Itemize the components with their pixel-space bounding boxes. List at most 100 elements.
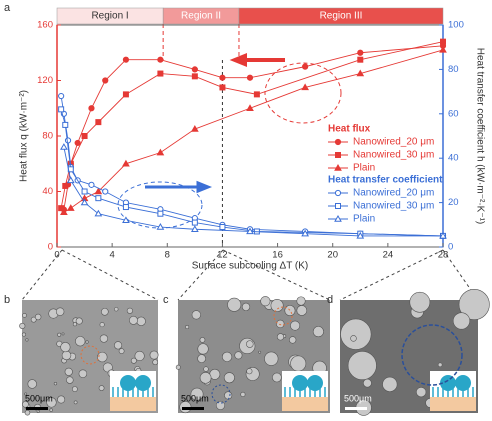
y-tick-label: 80 (42, 131, 53, 142)
x-tick-label: 24 (383, 250, 394, 261)
panel-label: c (163, 294, 169, 306)
droplet (114, 307, 118, 311)
inset-drop (120, 375, 136, 391)
droplet (198, 344, 209, 355)
marker (192, 220, 197, 225)
x-tick-label: 4 (109, 250, 114, 261)
droplet (200, 337, 205, 342)
droplet (228, 298, 241, 311)
marker (158, 71, 163, 76)
marker (59, 93, 64, 98)
droplet (383, 377, 398, 392)
y-axis-label: Heat flux q (kW·m⁻²) (19, 90, 30, 182)
x-tick-label: 12 (217, 250, 228, 261)
droplet (66, 377, 73, 384)
marker (96, 120, 101, 125)
marker (59, 107, 64, 112)
inset-drop (307, 375, 323, 391)
marker (192, 74, 197, 79)
droplet (198, 355, 206, 363)
droplet (20, 323, 26, 329)
marker (82, 189, 87, 194)
legend-marker (336, 204, 341, 209)
marker (247, 75, 252, 80)
droplet (28, 380, 37, 389)
droplet (242, 303, 250, 311)
droplet (235, 352, 242, 359)
legend-label: Plain (353, 163, 375, 174)
droplet (289, 337, 296, 344)
legend-title: Heat flux (328, 124, 371, 135)
droplet (261, 296, 270, 305)
droplet (285, 305, 295, 315)
scale-label: 500μm (181, 393, 209, 403)
droplet (79, 370, 87, 378)
droplet (75, 336, 85, 346)
marker (441, 39, 446, 44)
marker (123, 92, 128, 97)
droplet (224, 373, 234, 383)
marker (61, 144, 67, 149)
droplet (204, 367, 209, 372)
droplet (65, 368, 72, 375)
marker (220, 85, 225, 90)
droplet (22, 333, 25, 336)
droplet (137, 317, 146, 326)
region-label: Region I (91, 11, 128, 22)
y2-tick-label: 100 (448, 20, 464, 31)
droplet (200, 372, 211, 383)
y2-tick-label: 60 (448, 108, 459, 119)
droplet (100, 335, 108, 343)
inset-substrate (430, 397, 476, 411)
droplet (297, 297, 305, 305)
droplet (192, 311, 201, 320)
marker (123, 57, 128, 62)
series-line (61, 96, 443, 236)
y-tick-label: 120 (37, 75, 53, 86)
droplet (61, 342, 71, 352)
arrow (145, 183, 208, 191)
legend-marker (335, 139, 340, 144)
series-line (61, 109, 443, 236)
x-tick-label: 16 (272, 250, 283, 261)
droplet (86, 341, 89, 344)
panel-label: b (4, 294, 10, 306)
droplet (246, 341, 253, 348)
droplet (74, 401, 77, 404)
inset-substrate (110, 397, 156, 411)
legend-label: Nanowired_20 μm (353, 188, 434, 199)
droplet (22, 313, 26, 317)
droplet (101, 308, 108, 315)
droplet (57, 396, 64, 403)
y2-axis-label: Heat transfer coefficient h (kW·m⁻²·K⁻¹) (474, 48, 485, 225)
droplet (54, 382, 57, 385)
droplet (341, 319, 372, 350)
y-tick-label: 0 (48, 242, 53, 253)
droplet (97, 352, 107, 362)
droplet (290, 321, 299, 330)
micrographs (20, 289, 490, 415)
droplet (176, 365, 180, 369)
droplet (100, 322, 104, 326)
droplet (185, 325, 188, 328)
droplet (99, 386, 104, 391)
droplet (276, 320, 284, 328)
droplet (438, 363, 442, 367)
marker (220, 75, 225, 80)
marker (158, 211, 163, 216)
droplet (114, 342, 122, 350)
droplet (416, 387, 426, 397)
marker (63, 183, 68, 188)
droplet (264, 352, 278, 366)
droplet (72, 386, 77, 391)
x-axis-label: Surface subcooling ΔT (K) (192, 261, 309, 272)
droplet (129, 316, 137, 324)
x-tick-label: 8 (165, 250, 170, 261)
droplet (62, 351, 71, 360)
y2-tick-label: 20 (448, 197, 459, 208)
marker (103, 189, 108, 194)
panel-label: d (327, 294, 333, 306)
droplet (135, 351, 145, 361)
droplet (50, 409, 53, 412)
droplet (259, 351, 261, 353)
